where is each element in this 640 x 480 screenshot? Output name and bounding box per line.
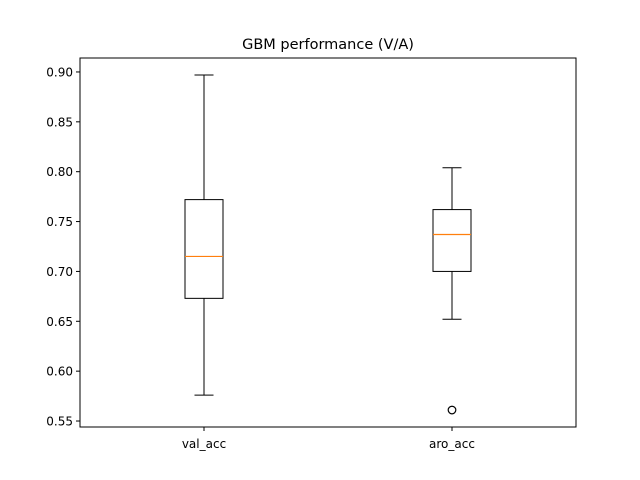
- y-tick-label: 0.55: [46, 415, 73, 429]
- outlier-point: [447, 405, 457, 415]
- x-tick-label: aro_acc: [429, 437, 475, 451]
- chart-title: GBM performance (V/A): [242, 37, 414, 53]
- y-tick-label: 0.80: [46, 165, 73, 179]
- axes-frame: [79, 57, 577, 428]
- y-tick-label: 0.75: [46, 215, 73, 229]
- box-aro_acc: [432, 209, 472, 272]
- y-tick-label: 0.65: [46, 315, 73, 329]
- y-tick-label: 0.85: [46, 115, 73, 129]
- plot-area: 0.55 0.60 0.65 0.70 0.75 0.80 0.85 0.90 val_acc a…: [46, 65, 475, 451]
- y-tick-label: 0.60: [46, 365, 73, 379]
- y-tick-label: 0.90: [46, 65, 73, 79]
- x-tick-label: val_acc: [182, 437, 226, 451]
- box-val_acc: [184, 199, 224, 299]
- y-tick-label: 0.70: [46, 265, 73, 279]
